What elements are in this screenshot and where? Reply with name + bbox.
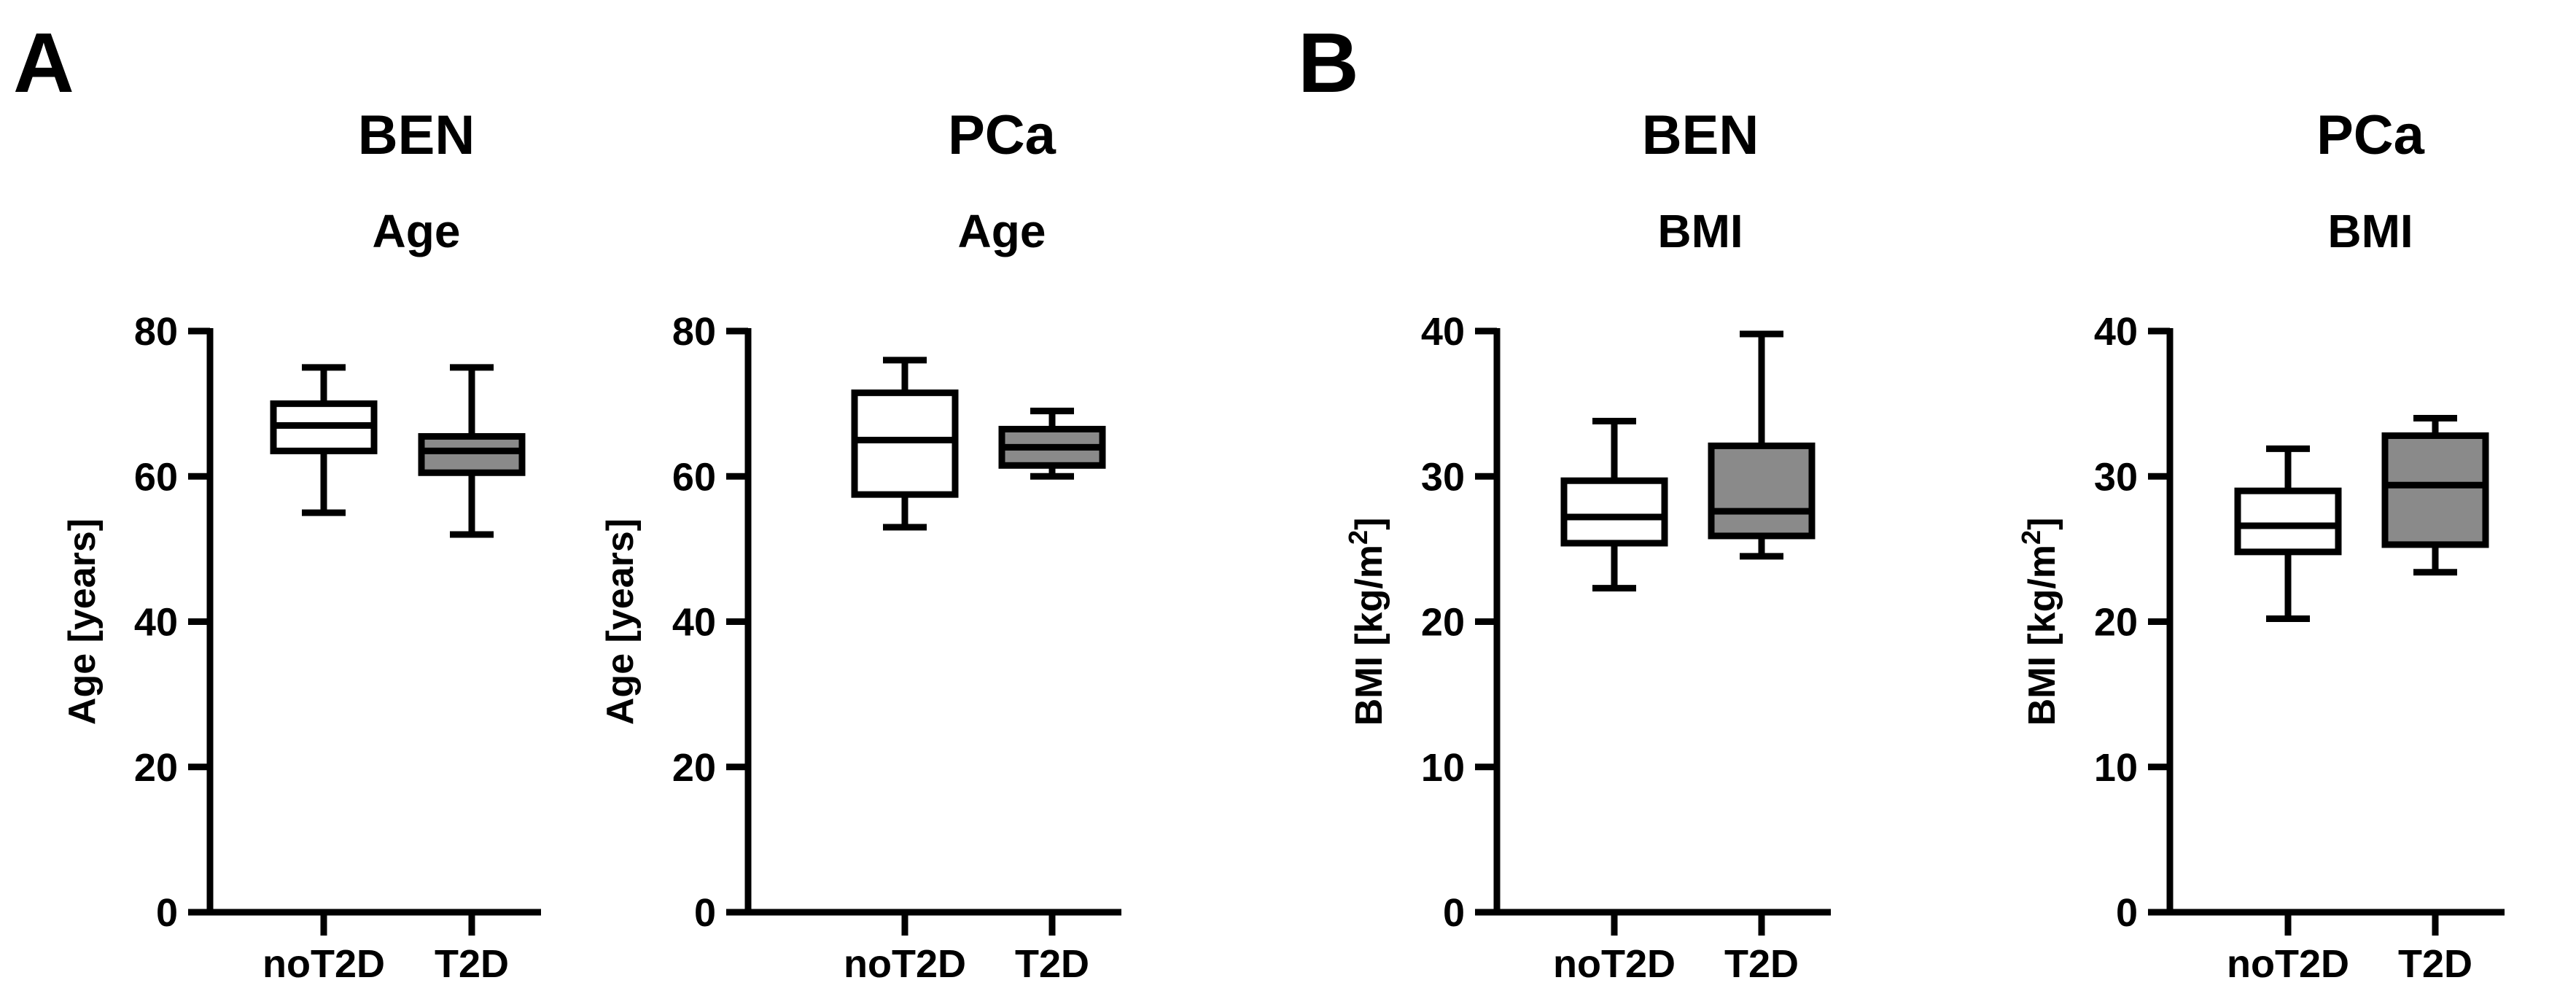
box-t2d xyxy=(418,364,526,538)
y-axis-label-superscript: 2 xyxy=(1343,530,1373,545)
x-tick-label: T2D xyxy=(1015,942,1089,986)
chart-subtitle: Age xyxy=(958,205,1046,257)
y-axis-label: BMI [kg/m2] xyxy=(1343,518,1390,726)
x-tick-label: T2D xyxy=(2398,942,2472,986)
y-tick-label: 40 xyxy=(2094,310,2138,354)
y-tick-label: 80 xyxy=(672,310,716,354)
box-iqr xyxy=(1560,477,1668,547)
y-tick-label: 40 xyxy=(1421,310,1465,354)
y-tick-label: 20 xyxy=(672,746,716,790)
box-t2d xyxy=(998,408,1106,480)
y-tick-label: 0 xyxy=(156,891,178,935)
y-tick-label: 40 xyxy=(134,601,178,645)
y-tick-label: 0 xyxy=(1443,891,1465,935)
chart-1: BEN Age 0 20 40 60 80 Age [years] noT2D T2D xyxy=(61,104,541,986)
y-tick-label: 60 xyxy=(672,455,716,499)
y-axis-label: BMI [kg/m2] xyxy=(2016,518,2063,726)
chart-subtitle: Age xyxy=(373,205,461,257)
box-t2d xyxy=(2381,415,2489,576)
x-tick-label: noT2D xyxy=(844,942,966,986)
chart-title: BEN xyxy=(1642,104,1759,166)
y-axis-label: Age [years] xyxy=(61,518,104,725)
box-iqr xyxy=(851,389,959,498)
chart-subtitle: BMI xyxy=(2327,205,2413,257)
y-axis-label-superscript: 2 xyxy=(2016,530,2046,545)
y-tick-label: 20 xyxy=(2094,601,2138,645)
chart-subtitle: BMI xyxy=(1657,205,1743,257)
y-tick-label: 0 xyxy=(694,891,716,935)
x-tick-label: noT2D xyxy=(2227,942,2349,986)
x-tick-label: noT2D xyxy=(262,942,385,986)
y-tick-label: 20 xyxy=(134,746,178,790)
box-not2d xyxy=(1560,418,1668,592)
box-iqr xyxy=(2381,432,2489,548)
y-axis-label: Age [years] xyxy=(599,518,642,725)
x-tick-label: T2D xyxy=(435,942,509,986)
box-not2d xyxy=(2234,445,2342,623)
y-axis-label-end: ] xyxy=(1348,518,1390,530)
chart-title: PCa xyxy=(948,104,1057,166)
y-tick-label: 80 xyxy=(134,310,178,354)
box-not2d xyxy=(851,357,959,531)
y-tick-label: 10 xyxy=(2094,746,2138,790)
x-tick-label: noT2D xyxy=(1553,942,1676,986)
chart-3: BEN BMI 0 10 20 30 40 BMI [kg/m2] noT2D T2D xyxy=(1343,104,1831,986)
x-tick-label: T2D xyxy=(1724,942,1799,986)
box-iqr xyxy=(418,432,526,476)
y-tick-label: 30 xyxy=(1421,455,1465,499)
y-axis-label-end: ] xyxy=(2021,518,2063,530)
y-tick-label: 30 xyxy=(2094,455,2138,499)
box-iqr xyxy=(1708,442,1816,540)
y-tick-label: 20 xyxy=(1421,601,1465,645)
y-tick-label: 60 xyxy=(134,455,178,499)
y-tick-label: 40 xyxy=(672,601,716,645)
chart-title: BEN xyxy=(358,104,475,166)
panel-letter-a: A xyxy=(13,15,74,110)
box-not2d xyxy=(270,364,378,516)
y-tick-label: 0 xyxy=(2116,891,2138,935)
panel-letter-b: B xyxy=(1298,15,1359,110)
chart-2: PCa Age 0 20 40 60 80 Age [years] noT2D T2D xyxy=(599,104,1121,986)
chart-4: PCa BMI 0 10 20 30 40 BMI [kg/m2] noT2D T2D xyxy=(2016,104,2505,986)
box-t2d xyxy=(1708,330,1816,560)
y-tick-label: 10 xyxy=(1421,746,1465,790)
chart-title: PCa xyxy=(2316,104,2425,166)
box-iqr xyxy=(2234,487,2342,556)
